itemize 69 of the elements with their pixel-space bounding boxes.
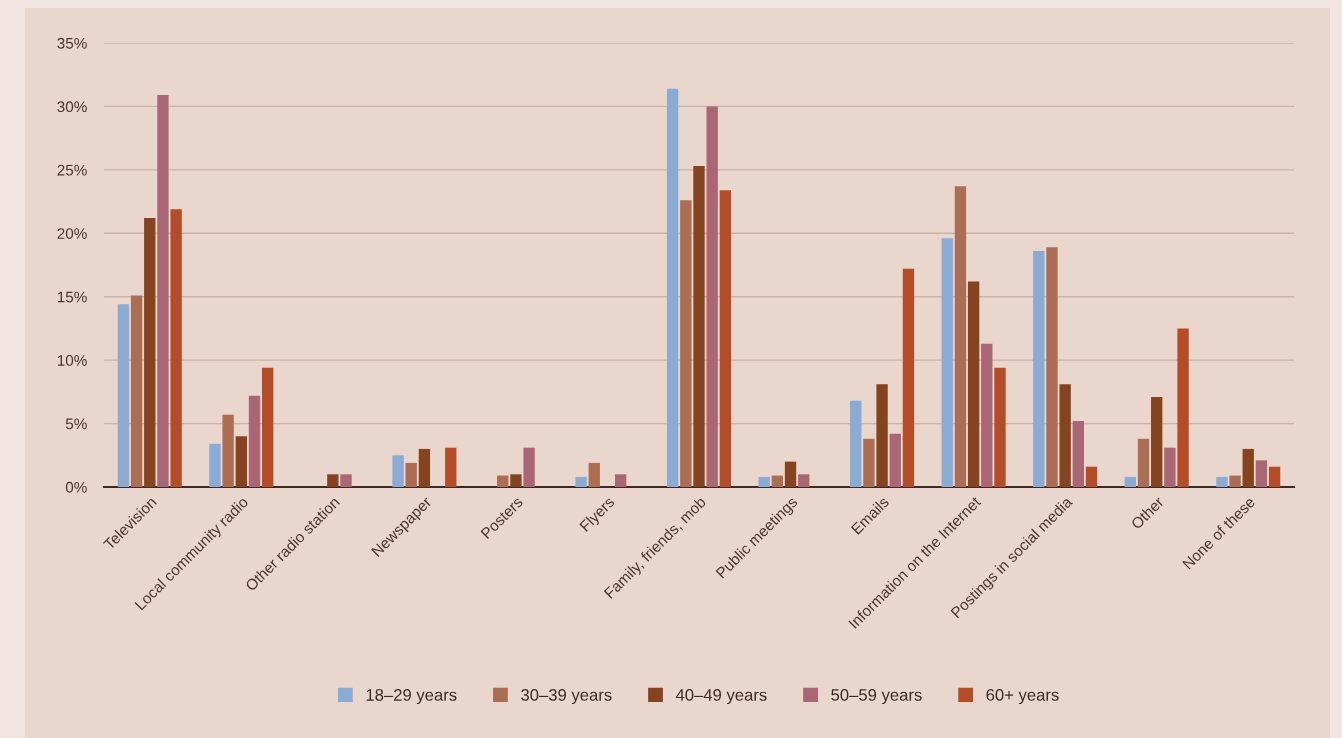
bar: [1242, 448, 1254, 487]
bar: [510, 474, 522, 487]
bar: [144, 218, 156, 487]
bar: [666, 88, 679, 487]
bar: [771, 475, 784, 487]
y-tick-label: 35%: [57, 37, 87, 49]
bar: [719, 190, 732, 487]
y-tick-label: 10%: [57, 355, 87, 366]
bar: [1033, 251, 1045, 487]
y-tick-label: 0%: [65, 481, 87, 493]
bar: [1072, 421, 1084, 487]
bar: [1216, 476, 1228, 487]
bar: [235, 436, 247, 487]
bar: [1059, 384, 1071, 487]
bar: [889, 433, 901, 487]
bar: [523, 447, 535, 487]
bar: [209, 443, 221, 487]
legend-label: 50–59 years: [831, 689, 922, 705]
legend-label: 40–49 years: [675, 689, 767, 705]
legend-label: 18–29 years: [366, 689, 457, 705]
bar: [117, 304, 130, 487]
bar: [994, 367, 1006, 487]
bar: [418, 448, 431, 487]
bar: [876, 384, 888, 487]
bar: [1164, 447, 1176, 487]
bar: [758, 476, 770, 487]
bar: [1137, 438, 1150, 487]
bar: [170, 209, 182, 487]
bar: [850, 400, 862, 487]
y-tick-label: 25%: [57, 164, 87, 176]
bar: [1085, 466, 1098, 487]
bar: [497, 475, 509, 487]
bar: [1046, 247, 1058, 487]
legend-label: 60+ years: [986, 689, 1059, 705]
bar: [967, 281, 980, 487]
bar: [1151, 396, 1163, 487]
bar: [588, 462, 600, 487]
bar: [1268, 466, 1281, 487]
bar: [954, 186, 967, 487]
legend-label: 30–39 years: [521, 689, 612, 705]
bar: [863, 438, 875, 487]
bar: [327, 474, 339, 487]
bar: [941, 238, 953, 487]
y-tick-label: 20%: [57, 228, 87, 239]
bar: [340, 474, 352, 487]
bar: [405, 462, 417, 487]
y-tick-label: 15%: [57, 291, 87, 303]
y-tick-label: 30%: [57, 101, 87, 113]
bar: [902, 268, 915, 487]
bar: [784, 461, 797, 487]
bar: [1177, 328, 1189, 487]
bar: [222, 414, 234, 487]
bar: [798, 474, 810, 487]
bar: [614, 474, 627, 487]
bar: [262, 367, 274, 487]
bar: [392, 455, 404, 487]
bar: [445, 447, 457, 487]
bar: [248, 395, 261, 487]
bar: [981, 343, 993, 487]
bar: [706, 106, 718, 487]
bar: [575, 476, 587, 487]
y-tick-label: 5%: [65, 418, 87, 430]
bar: [157, 95, 169, 487]
bar: [693, 166, 705, 487]
bar: [130, 295, 143, 487]
bar: [1255, 460, 1268, 487]
bar: [1229, 475, 1241, 487]
bar: [680, 200, 692, 487]
bar: [1124, 476, 1136, 487]
